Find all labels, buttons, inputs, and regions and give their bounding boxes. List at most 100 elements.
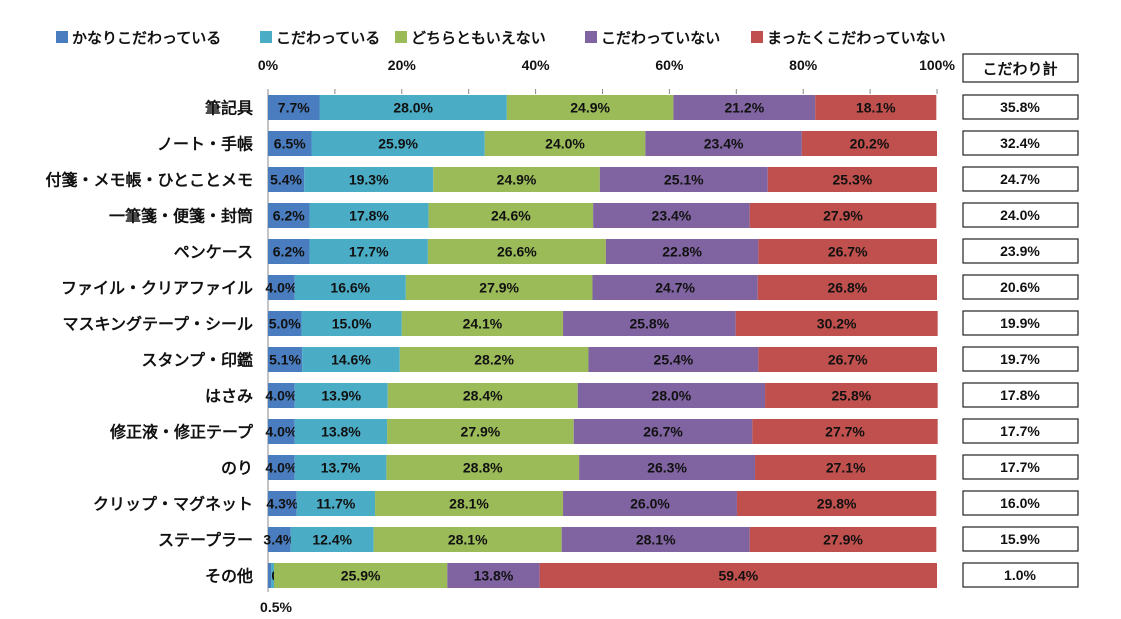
bar-segment (268, 239, 310, 264)
category-label: スタンプ・印鑑 (141, 351, 253, 370)
legend: かなりこだわっている こだわっている どちらともいえない こだわっていない まったくこだ… (56, 29, 946, 47)
bar-segment (599, 167, 768, 192)
data-label: 27.9% (823, 208, 863, 224)
category-label: ノート・手帳 (157, 135, 253, 154)
bar-segment (765, 383, 938, 408)
data-label: 15.0% (332, 316, 372, 332)
bar-segment (268, 527, 291, 552)
bar-segment (736, 491, 937, 516)
data-label: 13.9% (321, 388, 361, 404)
data-label: 18.1% (856, 100, 896, 116)
data-label: 28.8% (463, 460, 503, 476)
bar-segment (274, 563, 448, 588)
bar-segment (302, 347, 400, 372)
data-label: 17.8% (349, 208, 389, 224)
data-label: 4.0% (265, 388, 297, 404)
category-label: 筆記具 (205, 99, 253, 118)
bar-segment (268, 311, 302, 336)
bar-segment (271, 563, 275, 588)
category-label: ファイル・クリアファイル (61, 279, 253, 298)
totals-column: 35.8% 32.4% 24.7% 24.0% 23.9% 20.6% 19.9% 19.7%… (962, 53, 1079, 588)
total-value: 19.9% (1000, 315, 1040, 331)
total-box (962, 382, 1079, 408)
bar-segment (268, 563, 272, 588)
data-label: 27.9% (823, 532, 863, 548)
bar-segment (801, 131, 937, 156)
bar-segment (815, 95, 937, 120)
total-value: 24.0% (1000, 207, 1040, 223)
bar-segment (506, 95, 674, 120)
data-label: 28.0% (652, 388, 692, 404)
bar-segment (268, 275, 295, 300)
bar-segment (268, 419, 295, 444)
legend-swatch (395, 31, 407, 43)
bar-segment (268, 131, 312, 156)
bar-segment (304, 167, 434, 192)
data-label: 26.7% (643, 424, 683, 440)
tick-label: 0% (258, 57, 279, 73)
data-label: 26.8% (828, 280, 868, 296)
bar-segment (428, 203, 594, 228)
bar-segment (752, 419, 938, 444)
total-value: 17.7% (1000, 423, 1040, 439)
data-label: 24.9% (497, 172, 537, 188)
data-label: 19.3% (349, 172, 389, 188)
total-header: こだわり計 (982, 60, 1057, 78)
tick-label: 40% (522, 57, 551, 73)
bar-segment (592, 275, 758, 300)
data-label: 0.5% (260, 599, 292, 615)
data-label: 13.7% (321, 460, 361, 476)
data-label: 25.9% (341, 568, 381, 584)
bar-segment (296, 491, 376, 516)
bar-segment (268, 167, 305, 192)
bar-segment (605, 239, 759, 264)
bar-segment (749, 527, 937, 552)
total-box (962, 130, 1079, 156)
bar-segment (405, 275, 593, 300)
bar-segment (573, 419, 753, 444)
data-label: 24.0% (545, 136, 585, 152)
legend-label: かなりこだわっている (72, 29, 221, 47)
data-label: 4.3% (266, 496, 298, 512)
data-label: 12.4% (312, 532, 352, 548)
legend-swatch (585, 31, 597, 43)
category-label: その他 (205, 567, 253, 586)
bar-segment (294, 275, 406, 300)
tick-label: 20% (388, 57, 417, 73)
category-label: ステープラー (158, 531, 253, 550)
total-box (962, 94, 1079, 120)
bar-segment (593, 203, 750, 228)
data-label: 28.0% (393, 100, 433, 116)
data-label: 28.1% (448, 532, 488, 548)
data-label: 23.4% (704, 136, 744, 152)
bar-segment (645, 131, 802, 156)
bar-segment (735, 311, 938, 336)
bar-segment (375, 491, 564, 516)
bar-segment (539, 563, 937, 588)
bar-segment (758, 347, 937, 372)
data-label: 25.8% (629, 316, 669, 332)
bar-segment (386, 455, 580, 480)
bar-segment (268, 383, 295, 408)
total-box (962, 418, 1079, 444)
data-label: 14.6% (331, 352, 371, 368)
data-label: 6.2% (273, 244, 305, 260)
data-label: 25.9% (378, 136, 418, 152)
bar-segment (311, 131, 485, 156)
data-label: 25.4% (654, 352, 694, 368)
total-box (962, 346, 1079, 372)
data-label: 26.0% (630, 496, 670, 512)
data-label: 11.7% (316, 496, 355, 512)
data-label: 13.8% (474, 568, 514, 584)
data-label: 25.1% (664, 172, 704, 188)
legend-label: こだわっていない (601, 29, 720, 47)
data-label: 24.7% (655, 280, 695, 296)
category-label: はさみ (205, 387, 253, 406)
bar-segment (319, 95, 507, 120)
total-box (962, 166, 1079, 192)
data-label: 27.9% (461, 424, 501, 440)
bar-segment (577, 383, 766, 408)
bar-segment (563, 491, 737, 516)
total-box (962, 526, 1079, 552)
